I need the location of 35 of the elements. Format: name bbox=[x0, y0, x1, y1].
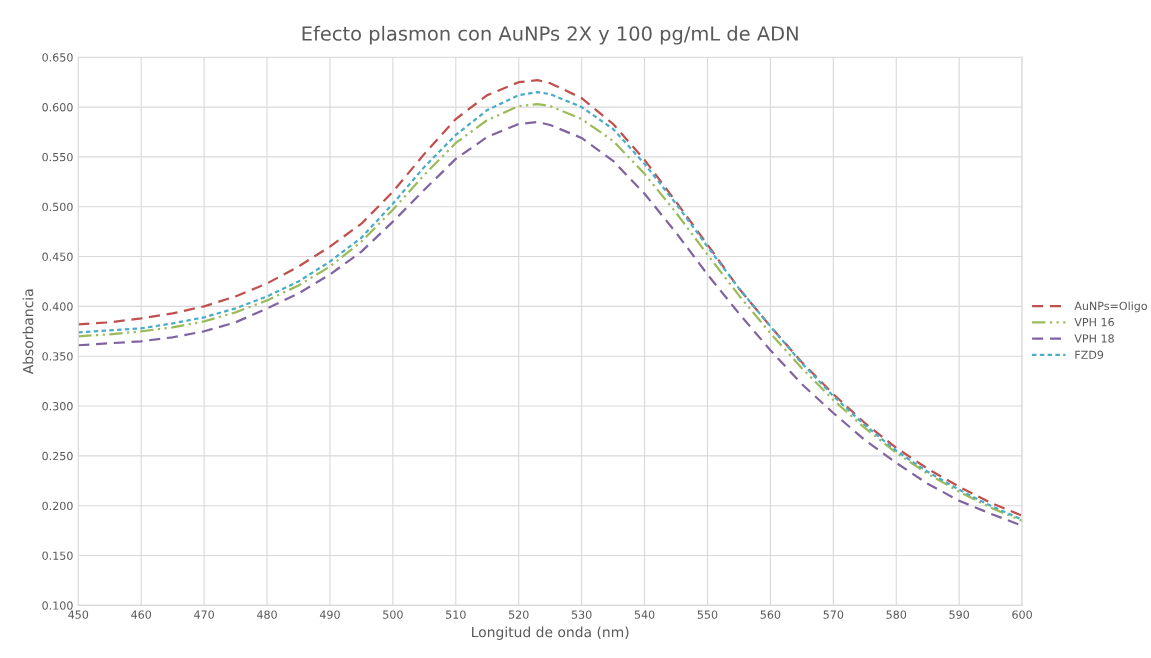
y-tick-label: 0.250 bbox=[42, 451, 73, 461]
x-tick-label: 460 bbox=[131, 610, 152, 619]
x-tick-label: 550 bbox=[697, 610, 718, 619]
legend-label: VPH 16 bbox=[1074, 317, 1114, 327]
x-tick-label: 570 bbox=[823, 610, 844, 619]
y-tick-label: 0.200 bbox=[42, 501, 73, 511]
y-tick-label: 0.600 bbox=[42, 103, 73, 112]
x-tick-label: 590 bbox=[949, 610, 970, 619]
y-tick-label: 0.650 bbox=[42, 53, 73, 62]
x-tick-label: 540 bbox=[634, 610, 655, 619]
chart-title: Efecto plasmon con AuNPs 2X y 100 pg/mL de ADN bbox=[302, 25, 798, 45]
x-tick-label: 470 bbox=[194, 610, 214, 619]
legend-label: AuNPs=Oligo bbox=[1074, 301, 1148, 313]
x-tick-label: 490 bbox=[319, 610, 340, 619]
y-tick-label: 0.350 bbox=[42, 352, 73, 361]
y-tick-label: 0.500 bbox=[42, 202, 73, 212]
legend-label: FZD9 bbox=[1075, 350, 1104, 359]
x-tick-label: 510 bbox=[446, 610, 466, 619]
x-tick-label: 450 bbox=[68, 610, 89, 619]
x-tick-label: 480 bbox=[256, 610, 277, 619]
x-tick-label: 600 bbox=[1012, 610, 1032, 619]
y-tick-label: 0.550 bbox=[42, 152, 73, 162]
y-tick-label: 0.150 bbox=[42, 551, 73, 560]
x-tick-label: 560 bbox=[760, 610, 781, 619]
legend-label: VPH 18 bbox=[1074, 334, 1114, 343]
y-axis-title: Absorbancia bbox=[22, 289, 34, 375]
y-tick-label: 0.100 bbox=[42, 601, 73, 610]
y-tick-label: 0.450 bbox=[42, 252, 73, 261]
x-tick-label: 580 bbox=[886, 610, 907, 619]
x-tick-label: 500 bbox=[383, 610, 403, 619]
y-tick-label: 0.400 bbox=[42, 302, 73, 311]
x-tick-label: 530 bbox=[571, 610, 592, 619]
y-tick-label: 0.300 bbox=[42, 402, 73, 411]
x-axis-title: Longitud de onda (nm) bbox=[472, 626, 629, 640]
x-tick-label: 520 bbox=[508, 610, 529, 619]
